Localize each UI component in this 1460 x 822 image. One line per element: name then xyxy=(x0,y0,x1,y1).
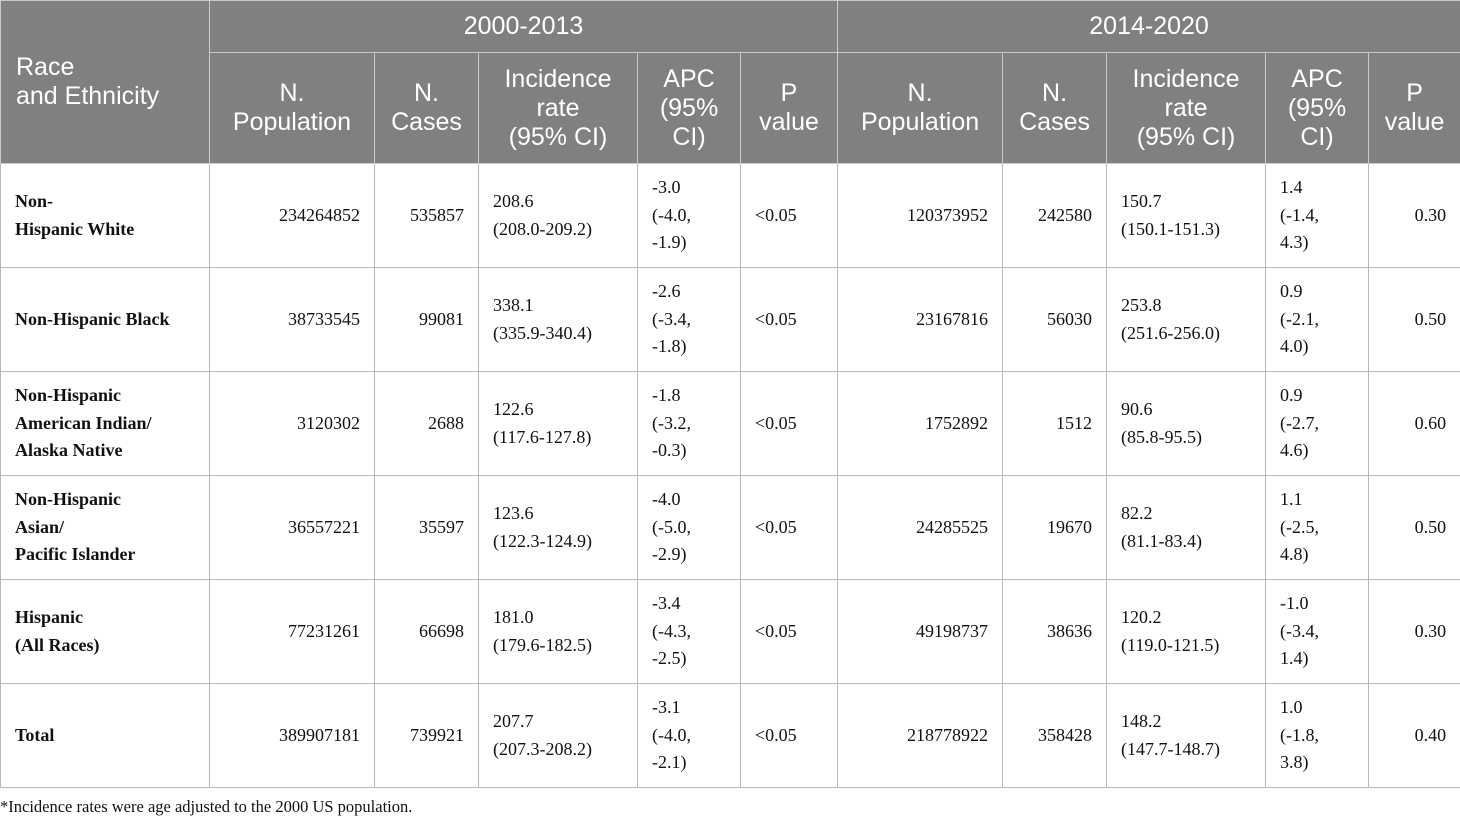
col-header-incidence-rate: Incidence rate (95% CI) xyxy=(1106,52,1267,164)
incidence-rate-cell: 90.6 (85.8-95.5) xyxy=(1106,371,1267,476)
cases-cell: 56030 xyxy=(1002,267,1108,372)
p-value-cell: 0.60 xyxy=(1368,371,1460,476)
col-header-p-value: P value xyxy=(739,52,839,164)
incidence-rate-cell: 208.6 (208.0-209.2) xyxy=(478,163,638,268)
p-value-cell: <0.05 xyxy=(739,475,839,580)
period-header-2000-2013: 2000-2013 xyxy=(208,0,839,53)
apc-cell: 0.9 (-2.1, 4.0) xyxy=(1265,267,1370,372)
race-cell: Total xyxy=(0,683,210,788)
apc-cell: 1.4 (-1.4, 4.3) xyxy=(1265,163,1370,268)
apc-cell: -2.6 (-3.4, -1.8) xyxy=(637,267,741,372)
p-value-cell: 0.50 xyxy=(1368,475,1460,580)
p-value-cell: <0.05 xyxy=(739,683,839,788)
col-header-incidence-rate: Incidence rate (95% CI) xyxy=(478,52,638,164)
col-header-population: N. Population xyxy=(837,52,1004,164)
population-cell: 3120302 xyxy=(209,371,375,476)
p-value-cell: 0.30 xyxy=(1368,579,1460,684)
col-header-apc: APC (95% CI) xyxy=(1265,52,1370,164)
incidence-rate-cell: 150.7 (150.1-151.3) xyxy=(1106,163,1267,268)
col-header-cases: N. Cases xyxy=(1002,52,1108,164)
population-cell: 234264852 xyxy=(209,163,375,268)
table-row: Hispanic (All Races) 77231261 66698 181.… xyxy=(0,579,1460,684)
period-header-row: Race and Ethnicity 2000-2013 2014-2020 xyxy=(0,0,1460,164)
p-value-cell: 0.40 xyxy=(1368,683,1460,788)
race-ethnicity-header: Race and Ethnicity xyxy=(0,0,210,164)
population-cell: 77231261 xyxy=(209,579,375,684)
col-header-cases: N. Cases xyxy=(374,52,479,164)
population-cell: 23167816 xyxy=(837,267,1004,372)
apc-cell: 1.1 (-2.5, 4.8) xyxy=(1265,475,1370,580)
table-row: Non- Hispanic White 234264852 535857 208… xyxy=(0,163,1460,268)
p-value-cell: <0.05 xyxy=(739,267,839,372)
incidence-rate-cell: 123.6 (122.3-124.9) xyxy=(478,475,638,580)
apc-cell: -4.0 (-5.0, -2.9) xyxy=(637,475,741,580)
incidence-rate-cell: 338.1 (335.9-340.4) xyxy=(478,267,638,372)
population-cell: 38733545 xyxy=(209,267,375,372)
col-header-population: N. Population xyxy=(209,52,375,164)
p-value-cell: 0.30 xyxy=(1368,163,1460,268)
col-header-apc: APC (95% CI) xyxy=(637,52,741,164)
race-cell: Non-Hispanic Black xyxy=(0,267,210,372)
population-cell: 1752892 xyxy=(837,371,1004,476)
population-cell: 120373952 xyxy=(837,163,1004,268)
population-cell: 49198737 xyxy=(837,579,1004,684)
cases-cell: 99081 xyxy=(374,267,479,372)
cases-cell: 358428 xyxy=(1002,683,1108,788)
incidence-rate-cell: 122.6 (117.6-127.8) xyxy=(478,371,638,476)
apc-cell: -3.4 (-4.3, -2.5) xyxy=(637,579,741,684)
table-footnote: *Incidence rates were age adjusted to th… xyxy=(0,797,413,816)
cases-cell: 2688 xyxy=(374,371,479,476)
apc-cell: 1.0 (-1.8, 3.8) xyxy=(1265,683,1370,788)
incidence-rate-cell: 253.8 (251.6-256.0) xyxy=(1106,267,1267,372)
incidence-rate-cell: 181.0 (179.6-182.5) xyxy=(478,579,638,684)
p-value-cell: <0.05 xyxy=(739,163,839,268)
p-value-cell: <0.05 xyxy=(739,371,839,476)
race-cell: Hispanic (All Races) xyxy=(0,579,210,684)
period-header-2014-2020: 2014-2020 xyxy=(837,0,1460,53)
table-row: Non-Hispanic American Indian/ Alaska Nat… xyxy=(0,371,1460,476)
cases-cell: 535857 xyxy=(374,163,479,268)
column-header-row: N. Population N. Cases Incidence rate (9… xyxy=(1,52,1460,164)
cases-cell: 739921 xyxy=(374,683,479,788)
cases-cell: 38636 xyxy=(1002,579,1108,684)
col-header-p-value: P value xyxy=(1368,52,1460,164)
race-cell: Non-Hispanic American Indian/ Alaska Nat… xyxy=(0,371,210,476)
cases-cell: 66698 xyxy=(374,579,479,684)
cases-cell: 19670 xyxy=(1002,475,1108,580)
incidence-table: Race and Ethnicity 2000-2013 2014-2020 N… xyxy=(0,0,1460,788)
p-value-cell: <0.05 xyxy=(739,579,839,684)
apc-cell: -1.8 (-3.2, -0.3) xyxy=(637,371,741,476)
apc-cell: -1.0 (-3.4, 1.4) xyxy=(1265,579,1370,684)
cases-cell: 1512 xyxy=(1002,371,1108,476)
population-cell: 389907181 xyxy=(209,683,375,788)
population-cell: 218778922 xyxy=(837,683,1004,788)
table-row: Non-Hispanic Asian/ Pacific Islander 365… xyxy=(0,475,1460,580)
incidence-rate-cell: 148.2 (147.7-148.7) xyxy=(1106,683,1267,788)
incidence-rate-cell: 120.2 (119.0-121.5) xyxy=(1106,579,1267,684)
table-row: Total 389907181 739921 207.7 (207.3-208.… xyxy=(0,683,1460,788)
apc-cell: 0.9 (-2.7, 4.6) xyxy=(1265,371,1370,476)
population-cell: 36557221 xyxy=(209,475,375,580)
p-value-cell: 0.50 xyxy=(1368,267,1460,372)
population-cell: 24285525 xyxy=(837,475,1004,580)
race-cell: Non-Hispanic Asian/ Pacific Islander xyxy=(0,475,210,580)
cases-cell: 35597 xyxy=(374,475,479,580)
race-cell: Non- Hispanic White xyxy=(0,163,210,268)
apc-cell: -3.1 (-4.0, -2.1) xyxy=(637,683,741,788)
cases-cell: 242580 xyxy=(1002,163,1108,268)
apc-cell: -3.0 (-4.0, -1.9) xyxy=(637,163,741,268)
incidence-rate-cell: 82.2 (81.1-83.4) xyxy=(1106,475,1267,580)
incidence-rate-cell: 207.7 (207.3-208.2) xyxy=(478,683,638,788)
table-row: Non-Hispanic Black 38733545 99081 338.1 … xyxy=(0,267,1460,372)
